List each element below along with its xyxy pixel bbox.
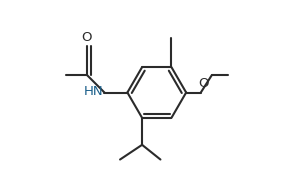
Text: HN: HN bbox=[84, 85, 104, 98]
Text: O: O bbox=[199, 77, 209, 90]
Text: O: O bbox=[82, 31, 92, 44]
